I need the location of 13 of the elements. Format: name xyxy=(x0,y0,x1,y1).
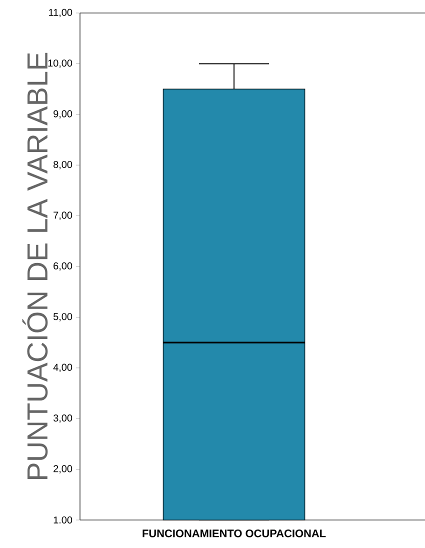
y-tick-label: 6,00 xyxy=(54,262,72,271)
y-tick-label: 5,00 xyxy=(53,313,72,322)
y-tick-label: 8,00 xyxy=(54,160,72,170)
y-tick-label: 9,00 xyxy=(54,110,72,119)
y-tick-label: 1.00 xyxy=(54,516,72,524)
x-tick-label: FUNCIONAMIENTO OCUPACIONAL xyxy=(142,530,326,538)
y-tick-label: 11,00 xyxy=(49,8,72,18)
y-tick-label: 7,00 xyxy=(54,212,72,220)
y-tick-label: 2,00 xyxy=(54,465,72,474)
y-tick-label: 3,00 xyxy=(53,414,72,423)
y-tick-label: 4,00 xyxy=(53,364,72,372)
y-axis-title: PUNTUACIÓN DE LA VARIABLE xyxy=(22,52,48,479)
y-tick-label: 10,00 xyxy=(48,60,72,68)
